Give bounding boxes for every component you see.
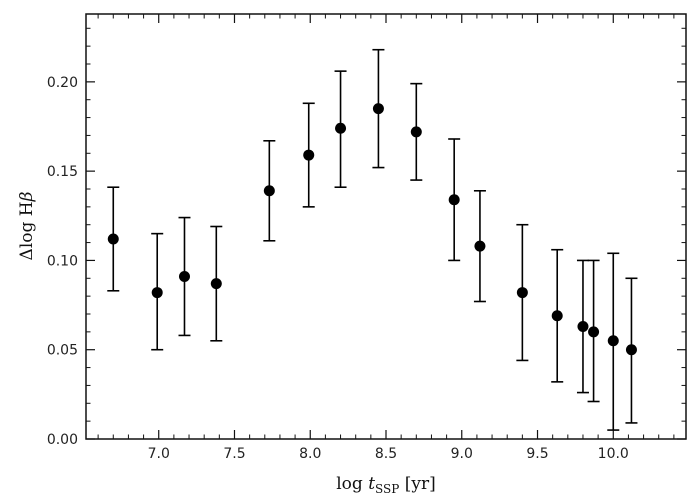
- x-tick-label: 7.0: [148, 446, 170, 462]
- data-point-group: [151, 232, 164, 351]
- x-axis-label-sub: SSP: [375, 482, 399, 496]
- data-point-group: [334, 70, 347, 189]
- y-axis-label-prefix: Δlog H: [17, 201, 37, 260]
- data-point-group: [178, 216, 191, 337]
- data-point: [588, 326, 600, 338]
- data-point: [151, 287, 163, 299]
- y-axis-label: Δlog Hβ: [17, 191, 37, 260]
- y-tick-label: 0.10: [47, 253, 78, 269]
- data-point: [577, 321, 589, 332]
- data-point: [210, 278, 222, 290]
- data-point: [303, 149, 315, 161]
- data-point-group: [625, 277, 638, 424]
- x-tick-label: 8.0: [299, 446, 321, 462]
- data-point-group: [210, 225, 223, 342]
- plot-frame: [85, 13, 687, 440]
- ticks-layer: 7.0 7.5 8.0 8.5 9.0 9.5 10.0 0.00 0.05 0.10 0.15 0.…: [47, 14, 686, 462]
- y-tick-label: 0.00: [47, 432, 78, 448]
- x-axis-label-var: t: [368, 474, 375, 494]
- data-point-group: [551, 248, 564, 383]
- data-point-group: [372, 48, 385, 169]
- data-point-group: [607, 252, 620, 431]
- x-tick-label: 9.5: [526, 446, 548, 462]
- data-point: [178, 271, 190, 282]
- x-tick-label: 7.5: [223, 446, 245, 462]
- data-point: [335, 122, 347, 134]
- x-axis-label: log tSSP [yr]: [336, 474, 436, 496]
- y-axis-label-var: β: [17, 191, 37, 202]
- y-tick-label: 0.05: [47, 343, 78, 359]
- data-point: [372, 103, 384, 115]
- x-tick-label: 9.0: [451, 446, 473, 462]
- data-point-group: [448, 138, 461, 262]
- data-point: [410, 126, 422, 138]
- data-point-group: [516, 223, 529, 362]
- data-point-group: [410, 82, 423, 181]
- data-series: [107, 48, 638, 431]
- x-tick-label: 10.0: [598, 446, 629, 462]
- x-axis-label-prefix: log: [336, 474, 368, 494]
- data-point: [107, 233, 119, 245]
- x-axis-label-unit: [yr]: [399, 474, 435, 494]
- data-point-group: [302, 102, 315, 208]
- data-point-group: [576, 259, 589, 394]
- data-point: [625, 344, 637, 356]
- data-point: [263, 185, 275, 197]
- data-point-group: [107, 186, 120, 292]
- data-point-group: [587, 259, 600, 403]
- y-tick-label: 0.20: [47, 75, 78, 91]
- data-point: [607, 335, 619, 347]
- data-point-group: [473, 189, 486, 303]
- y-tick-label: 0.15: [47, 164, 78, 180]
- data-point: [474, 240, 486, 252]
- x-tick-label: 8.5: [375, 446, 397, 462]
- data-point: [551, 310, 563, 322]
- data-point-group: [263, 139, 276, 242]
- data-point: [516, 287, 528, 299]
- data-point: [448, 194, 460, 206]
